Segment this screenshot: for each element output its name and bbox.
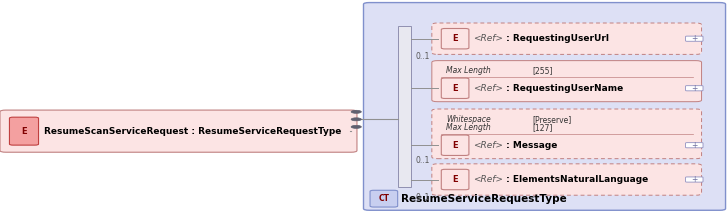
Bar bbox=[398, 26, 411, 187]
FancyBboxPatch shape bbox=[432, 109, 702, 159]
FancyBboxPatch shape bbox=[686, 177, 703, 182]
Text: E: E bbox=[452, 34, 458, 43]
Circle shape bbox=[351, 118, 361, 121]
Text: [127]: [127] bbox=[532, 123, 553, 132]
FancyBboxPatch shape bbox=[686, 36, 703, 41]
Text: 0..1: 0..1 bbox=[416, 193, 430, 202]
Text: : RequestingUserName: : RequestingUserName bbox=[503, 84, 623, 93]
Text: Max Length: Max Length bbox=[446, 123, 491, 132]
Text: E: E bbox=[21, 127, 27, 136]
Text: <Ref>: <Ref> bbox=[473, 141, 502, 150]
Text: Whitespace: Whitespace bbox=[446, 115, 491, 124]
Circle shape bbox=[351, 110, 361, 113]
FancyBboxPatch shape bbox=[441, 29, 469, 49]
Text: Max Length: Max Length bbox=[446, 66, 491, 75]
FancyBboxPatch shape bbox=[686, 86, 703, 91]
Text: : ElementsNaturalLanguage: : ElementsNaturalLanguage bbox=[503, 175, 648, 184]
FancyBboxPatch shape bbox=[432, 164, 702, 195]
Text: [Preserve]: [Preserve] bbox=[532, 115, 571, 124]
FancyBboxPatch shape bbox=[364, 3, 726, 210]
Text: +: + bbox=[691, 84, 697, 93]
Text: <Ref>: <Ref> bbox=[473, 84, 502, 93]
FancyBboxPatch shape bbox=[441, 78, 469, 98]
Text: : RequestingUserUrl: : RequestingUserUrl bbox=[503, 34, 609, 43]
Text: <Ref>: <Ref> bbox=[473, 34, 502, 43]
Circle shape bbox=[351, 125, 361, 128]
Text: E: E bbox=[452, 175, 458, 184]
Text: 0..1: 0..1 bbox=[416, 156, 430, 165]
Text: CT: CT bbox=[378, 194, 390, 203]
FancyBboxPatch shape bbox=[686, 143, 703, 148]
Text: E: E bbox=[452, 141, 458, 150]
FancyBboxPatch shape bbox=[9, 117, 39, 145]
FancyBboxPatch shape bbox=[432, 23, 702, 54]
Text: ResumeServiceRequestType: ResumeServiceRequestType bbox=[401, 194, 567, 204]
Text: +: + bbox=[691, 141, 697, 150]
Text: ResumeScanServiceRequest : ResumeServiceRequestType: ResumeScanServiceRequest : ResumeService… bbox=[44, 127, 341, 136]
Text: [255]: [255] bbox=[532, 66, 553, 75]
FancyBboxPatch shape bbox=[370, 190, 398, 207]
Text: +: + bbox=[691, 34, 697, 43]
FancyBboxPatch shape bbox=[432, 61, 702, 102]
FancyBboxPatch shape bbox=[441, 169, 469, 190]
Text: 0..1: 0..1 bbox=[416, 52, 430, 61]
FancyBboxPatch shape bbox=[0, 110, 357, 152]
FancyBboxPatch shape bbox=[441, 135, 469, 155]
Text: : Message: : Message bbox=[503, 141, 558, 150]
Text: <Ref>: <Ref> bbox=[473, 175, 502, 184]
Text: +: + bbox=[691, 175, 697, 184]
Text: E: E bbox=[452, 84, 458, 93]
